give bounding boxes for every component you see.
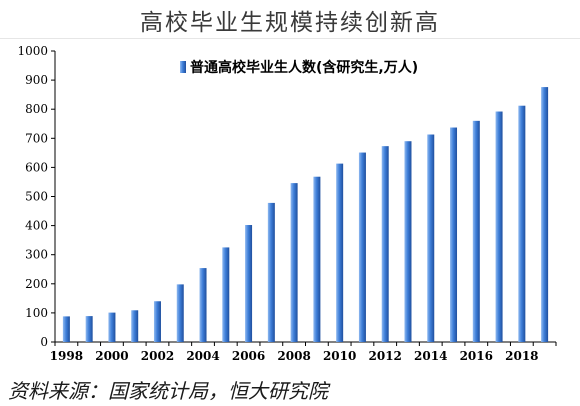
bars: [62, 87, 549, 343]
x-tick-label: 2006: [232, 349, 265, 363]
y-tick-label: 400: [25, 219, 48, 233]
bar-2005: [222, 247, 230, 342]
x-tick-label: 2012: [369, 349, 402, 363]
chart-frame: 0 100 200 300 400 500 600 700 800 900 1000 1998 200…: [0, 38, 580, 372]
y-tick-label: 0: [40, 335, 48, 349]
y-tick-label: 600: [25, 160, 48, 174]
y-tick-label: 500: [25, 190, 48, 204]
legend-label: 普通高校毕业生人数(含研究生,万人): [190, 59, 418, 76]
y-tick-label: 900: [25, 73, 48, 87]
bar-2009: [313, 176, 321, 342]
bar-2013: [404, 141, 412, 342]
axes: [54, 51, 556, 343]
x-axis-ticks: 1998 2000 2002 2004 2006 2008 2010 2012 2014 2016…: [50, 342, 557, 363]
y-tick-label: 100: [25, 306, 48, 320]
y-tick-label: 700: [25, 131, 48, 145]
x-tick-label: 1998: [50, 349, 83, 363]
x-tick-label: 2014: [414, 349, 447, 363]
footer: 资料来源：国家统计局，恒大研究院: [0, 371, 580, 406]
bar-2008: [290, 183, 298, 342]
x-tick-label: 2008: [277, 349, 310, 363]
bar-2011: [358, 152, 366, 342]
chart-title: 高校毕业生规模持续创新高: [140, 10, 440, 36]
legend: 普通高校毕业生人数(含研究生,万人): [180, 59, 418, 76]
bar-2014: [427, 134, 435, 342]
bar-2004: [199, 268, 207, 342]
bar-2017: [495, 111, 503, 342]
x-tick-label: 2004: [186, 349, 219, 363]
bar-2012: [381, 146, 389, 342]
y-tick-label: 800: [25, 102, 48, 116]
bar-2001: [131, 310, 139, 342]
bar-2010: [336, 163, 344, 342]
bar-1999: [85, 316, 93, 342]
bar-2003: [176, 284, 184, 342]
x-tick-label: 2018: [505, 349, 538, 363]
y-axis-ticks: 0 100 200 300 400 500 600 700 800 900 1000: [17, 44, 55, 349]
bar-2000: [108, 312, 116, 342]
title-band: 高校毕业生规模持续创新高: [0, 0, 580, 38]
bar-1998: [62, 316, 70, 342]
bar-chart: 0 100 200 300 400 500 600 700 800 900 1000 1998 200…: [17, 44, 557, 363]
x-tick-label: 2002: [141, 349, 174, 363]
bar-2006: [245, 225, 253, 342]
bar-2018: [518, 105, 526, 342]
y-tick-label: 200: [25, 277, 48, 291]
source-note: 资料来源：国家统计局，恒大研究院: [8, 379, 328, 403]
bar-2015: [450, 127, 458, 343]
x-tick-label: 2000: [95, 349, 128, 363]
bar-2002: [153, 301, 161, 342]
x-tick-label: 2016: [460, 349, 493, 363]
y-tick-label: 300: [25, 248, 48, 262]
legend-swatch: [180, 61, 186, 73]
bar-2007: [267, 202, 275, 342]
bar-2016: [472, 120, 480, 342]
y-tick-label: 1000: [17, 44, 48, 58]
x-tick-label: 2010: [323, 349, 356, 363]
bar-2019: [541, 87, 549, 342]
